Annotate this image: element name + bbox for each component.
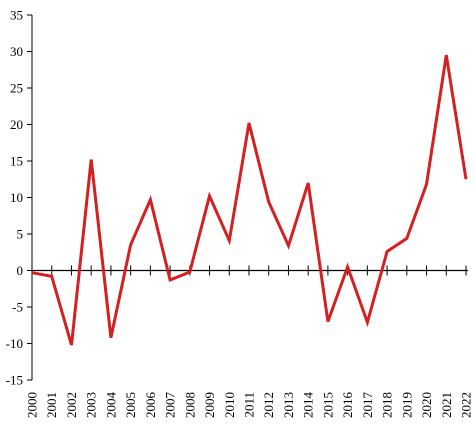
- x-tick-label: 2006: [143, 392, 158, 419]
- y-axis: 35 30 25 20 15 10 5 0 -5 -10 -15: [6, 8, 33, 388]
- x-tick-label: 2003: [84, 392, 99, 418]
- x-tick-label: 2018: [380, 392, 395, 418]
- x-axis: 2000 2001 2002 2003 2004 2005 2006 2007 2008 2009…: [25, 265, 474, 419]
- x-tick-label: 2017: [360, 392, 375, 419]
- x-tick-label: 2013: [281, 392, 296, 418]
- x-tick-label: 2007: [163, 392, 178, 419]
- x-tick-label: 2004: [103, 392, 118, 419]
- y-tick-label: -10: [6, 336, 23, 351]
- y-tick-label: 15: [10, 154, 23, 169]
- x-tick-label: 2001: [44, 392, 59, 418]
- y-tick-label: -15: [6, 373, 23, 388]
- y-tick-label: 30: [10, 44, 23, 59]
- y-tick-label: 20: [10, 117, 23, 132]
- series-line: [31, 54, 468, 346]
- x-tick-label: 2014: [301, 392, 316, 419]
- x-tick-label: 2022: [459, 392, 474, 418]
- x-tick-label: 2012: [261, 392, 276, 418]
- x-tick-label: 2020: [419, 392, 434, 418]
- x-tick-label: 2009: [202, 392, 217, 418]
- y-tick-label: 0: [17, 263, 24, 278]
- y-tick-label: 25: [10, 81, 23, 96]
- x-tick-label: 2010: [222, 392, 237, 418]
- x-tick-label: 2021: [439, 392, 454, 418]
- x-tick-label: 2019: [399, 392, 414, 418]
- x-tick-label: 2011: [242, 392, 257, 418]
- series-layer: [31, 54, 468, 346]
- x-tick-label: 2015: [320, 392, 335, 418]
- y-tick-label: -5: [12, 300, 23, 315]
- x-tick-label: 2016: [340, 392, 355, 419]
- x-tick-label: 2000: [25, 392, 40, 418]
- x-tick-label: 2008: [182, 392, 197, 418]
- x-tick-label: 2005: [123, 392, 138, 418]
- y-tick-label: 35: [10, 8, 23, 23]
- y-tick-label: 5: [17, 227, 24, 242]
- y-tick-label: 10: [10, 190, 23, 205]
- x-tick-label: 2002: [64, 392, 79, 418]
